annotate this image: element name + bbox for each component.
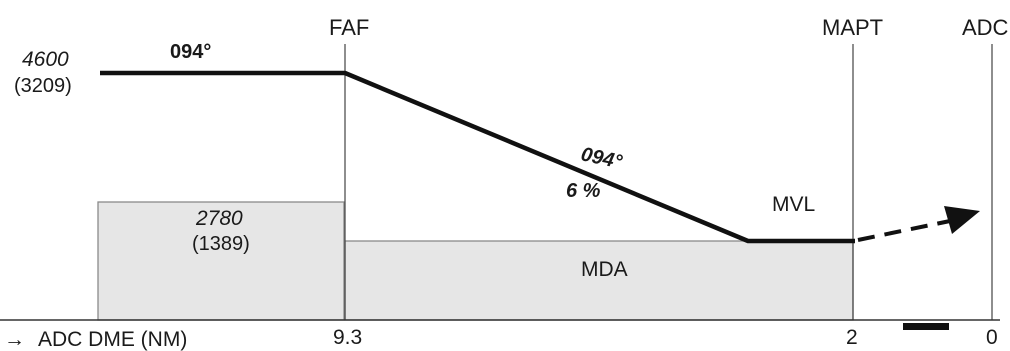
mda-box [344,240,854,321]
dme-tick-9-3: 9.3 [333,326,362,349]
dme-axis-title: ADC DME (NM) [38,328,187,351]
initial-height: (3209) [14,75,72,97]
dme-tick-0: 0 [986,326,998,349]
step-altitude-box [97,201,345,321]
descent-course: 094° [579,143,625,173]
mapt-label: MAPT [822,15,883,40]
distance-bar [903,323,949,330]
descent-gradient: 6 % [566,180,601,202]
flight-path [100,70,855,244]
mda-label: MDA [581,258,628,281]
mvl-label: MVL [772,193,815,216]
step-height: (1389) [192,233,250,255]
missed-approach-line [857,219,951,242]
dme-axis-arrow: → [4,328,25,351]
step-altitude: 2780 [195,207,243,230]
initial-course: 094° [170,41,211,63]
adc-label: ADC [962,15,1009,40]
initial-altitude: 4600 [22,48,69,71]
faf-label: FAF [329,15,369,40]
dme-tick-2: 2 [846,326,858,349]
missed-approach-arrowhead [944,206,980,234]
